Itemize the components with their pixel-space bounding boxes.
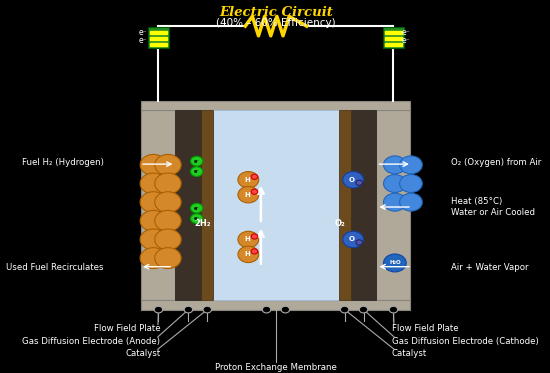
Text: 2H₂: 2H₂ [195,219,211,228]
Circle shape [383,156,406,174]
Text: e⁻: e⁻ [194,169,200,174]
Circle shape [140,210,167,231]
Circle shape [238,246,258,263]
FancyBboxPatch shape [150,43,167,46]
FancyBboxPatch shape [148,27,169,48]
FancyBboxPatch shape [386,37,402,40]
Circle shape [140,192,167,213]
FancyBboxPatch shape [175,110,201,300]
FancyBboxPatch shape [350,110,377,300]
Text: Air + Water Vapor: Air + Water Vapor [450,263,528,272]
Circle shape [190,167,203,176]
Text: Used Fuel Recirculates: Used Fuel Recirculates [6,263,103,272]
Circle shape [251,174,258,179]
Text: Catalyst: Catalyst [125,349,160,358]
Circle shape [155,248,181,269]
Text: (40% – 60% Efficiency): (40% – 60% Efficiency) [216,19,336,28]
Text: O₂ (Oxygen) from Air: O₂ (Oxygen) from Air [450,158,541,167]
Circle shape [190,214,203,223]
Text: Heat (85°C)
Water or Air Cooled: Heat (85°C) Water or Air Cooled [450,197,535,217]
Text: e⁻: e⁻ [139,36,147,45]
Circle shape [400,193,422,211]
Text: O₂: O₂ [334,219,345,228]
FancyBboxPatch shape [386,43,402,46]
Text: O: O [348,177,354,183]
Circle shape [383,193,406,211]
Circle shape [184,306,192,313]
Text: H: H [244,177,250,183]
Text: H: H [244,251,250,257]
FancyBboxPatch shape [383,27,404,48]
Circle shape [356,240,362,245]
Text: e⁻: e⁻ [402,36,410,45]
Circle shape [155,173,181,194]
Circle shape [238,231,258,248]
Text: e⁻: e⁻ [402,28,410,37]
Text: H: H [244,192,250,198]
Text: Flow Field Plate: Flow Field Plate [392,325,458,333]
FancyBboxPatch shape [141,110,175,300]
Text: Fuel H₂ (Hydrogen): Fuel H₂ (Hydrogen) [22,158,103,167]
Text: e⁻: e⁻ [194,216,200,221]
Circle shape [251,189,258,194]
Circle shape [389,306,398,313]
Text: O: O [348,236,354,242]
Circle shape [343,172,364,188]
Circle shape [356,180,362,185]
Circle shape [155,192,181,213]
Circle shape [203,306,212,313]
Circle shape [251,234,258,239]
FancyBboxPatch shape [213,110,339,300]
Text: e⁻: e⁻ [139,28,147,37]
FancyBboxPatch shape [141,101,410,110]
Circle shape [190,203,203,213]
Circle shape [140,248,167,269]
Circle shape [140,229,167,250]
Text: Proton Exchange Membrane: Proton Exchange Membrane [215,363,337,372]
Text: H: H [244,236,250,242]
Circle shape [343,231,364,248]
Text: Gas Diffusion Electrode (Anode): Gas Diffusion Electrode (Anode) [23,337,160,346]
Circle shape [359,306,368,313]
Circle shape [281,306,290,313]
Text: Flow Field Plate: Flow Field Plate [94,325,160,333]
FancyBboxPatch shape [141,300,410,310]
Circle shape [154,306,163,313]
Circle shape [400,175,422,192]
Circle shape [140,173,167,194]
Circle shape [251,249,258,254]
Text: e⁻: e⁻ [194,159,200,164]
FancyBboxPatch shape [201,110,213,300]
FancyBboxPatch shape [150,31,167,34]
Circle shape [190,156,203,166]
FancyBboxPatch shape [386,31,402,34]
Circle shape [155,229,181,250]
Circle shape [238,186,258,203]
Text: Catalyst: Catalyst [392,349,427,358]
Circle shape [238,172,258,188]
Circle shape [262,306,271,313]
FancyBboxPatch shape [150,37,167,40]
Circle shape [400,156,422,174]
Text: Electric Circuit: Electric Circuit [219,6,333,19]
Text: H₂O: H₂O [389,260,401,266]
Text: Gas Diffusion Electrode (Cathode): Gas Diffusion Electrode (Cathode) [392,337,538,346]
Circle shape [155,154,181,175]
FancyBboxPatch shape [339,110,350,300]
Text: e⁻: e⁻ [194,206,200,211]
Circle shape [340,306,349,313]
Circle shape [140,154,167,175]
FancyBboxPatch shape [377,110,410,300]
Circle shape [155,210,181,231]
Circle shape [383,254,406,272]
Circle shape [383,175,406,192]
